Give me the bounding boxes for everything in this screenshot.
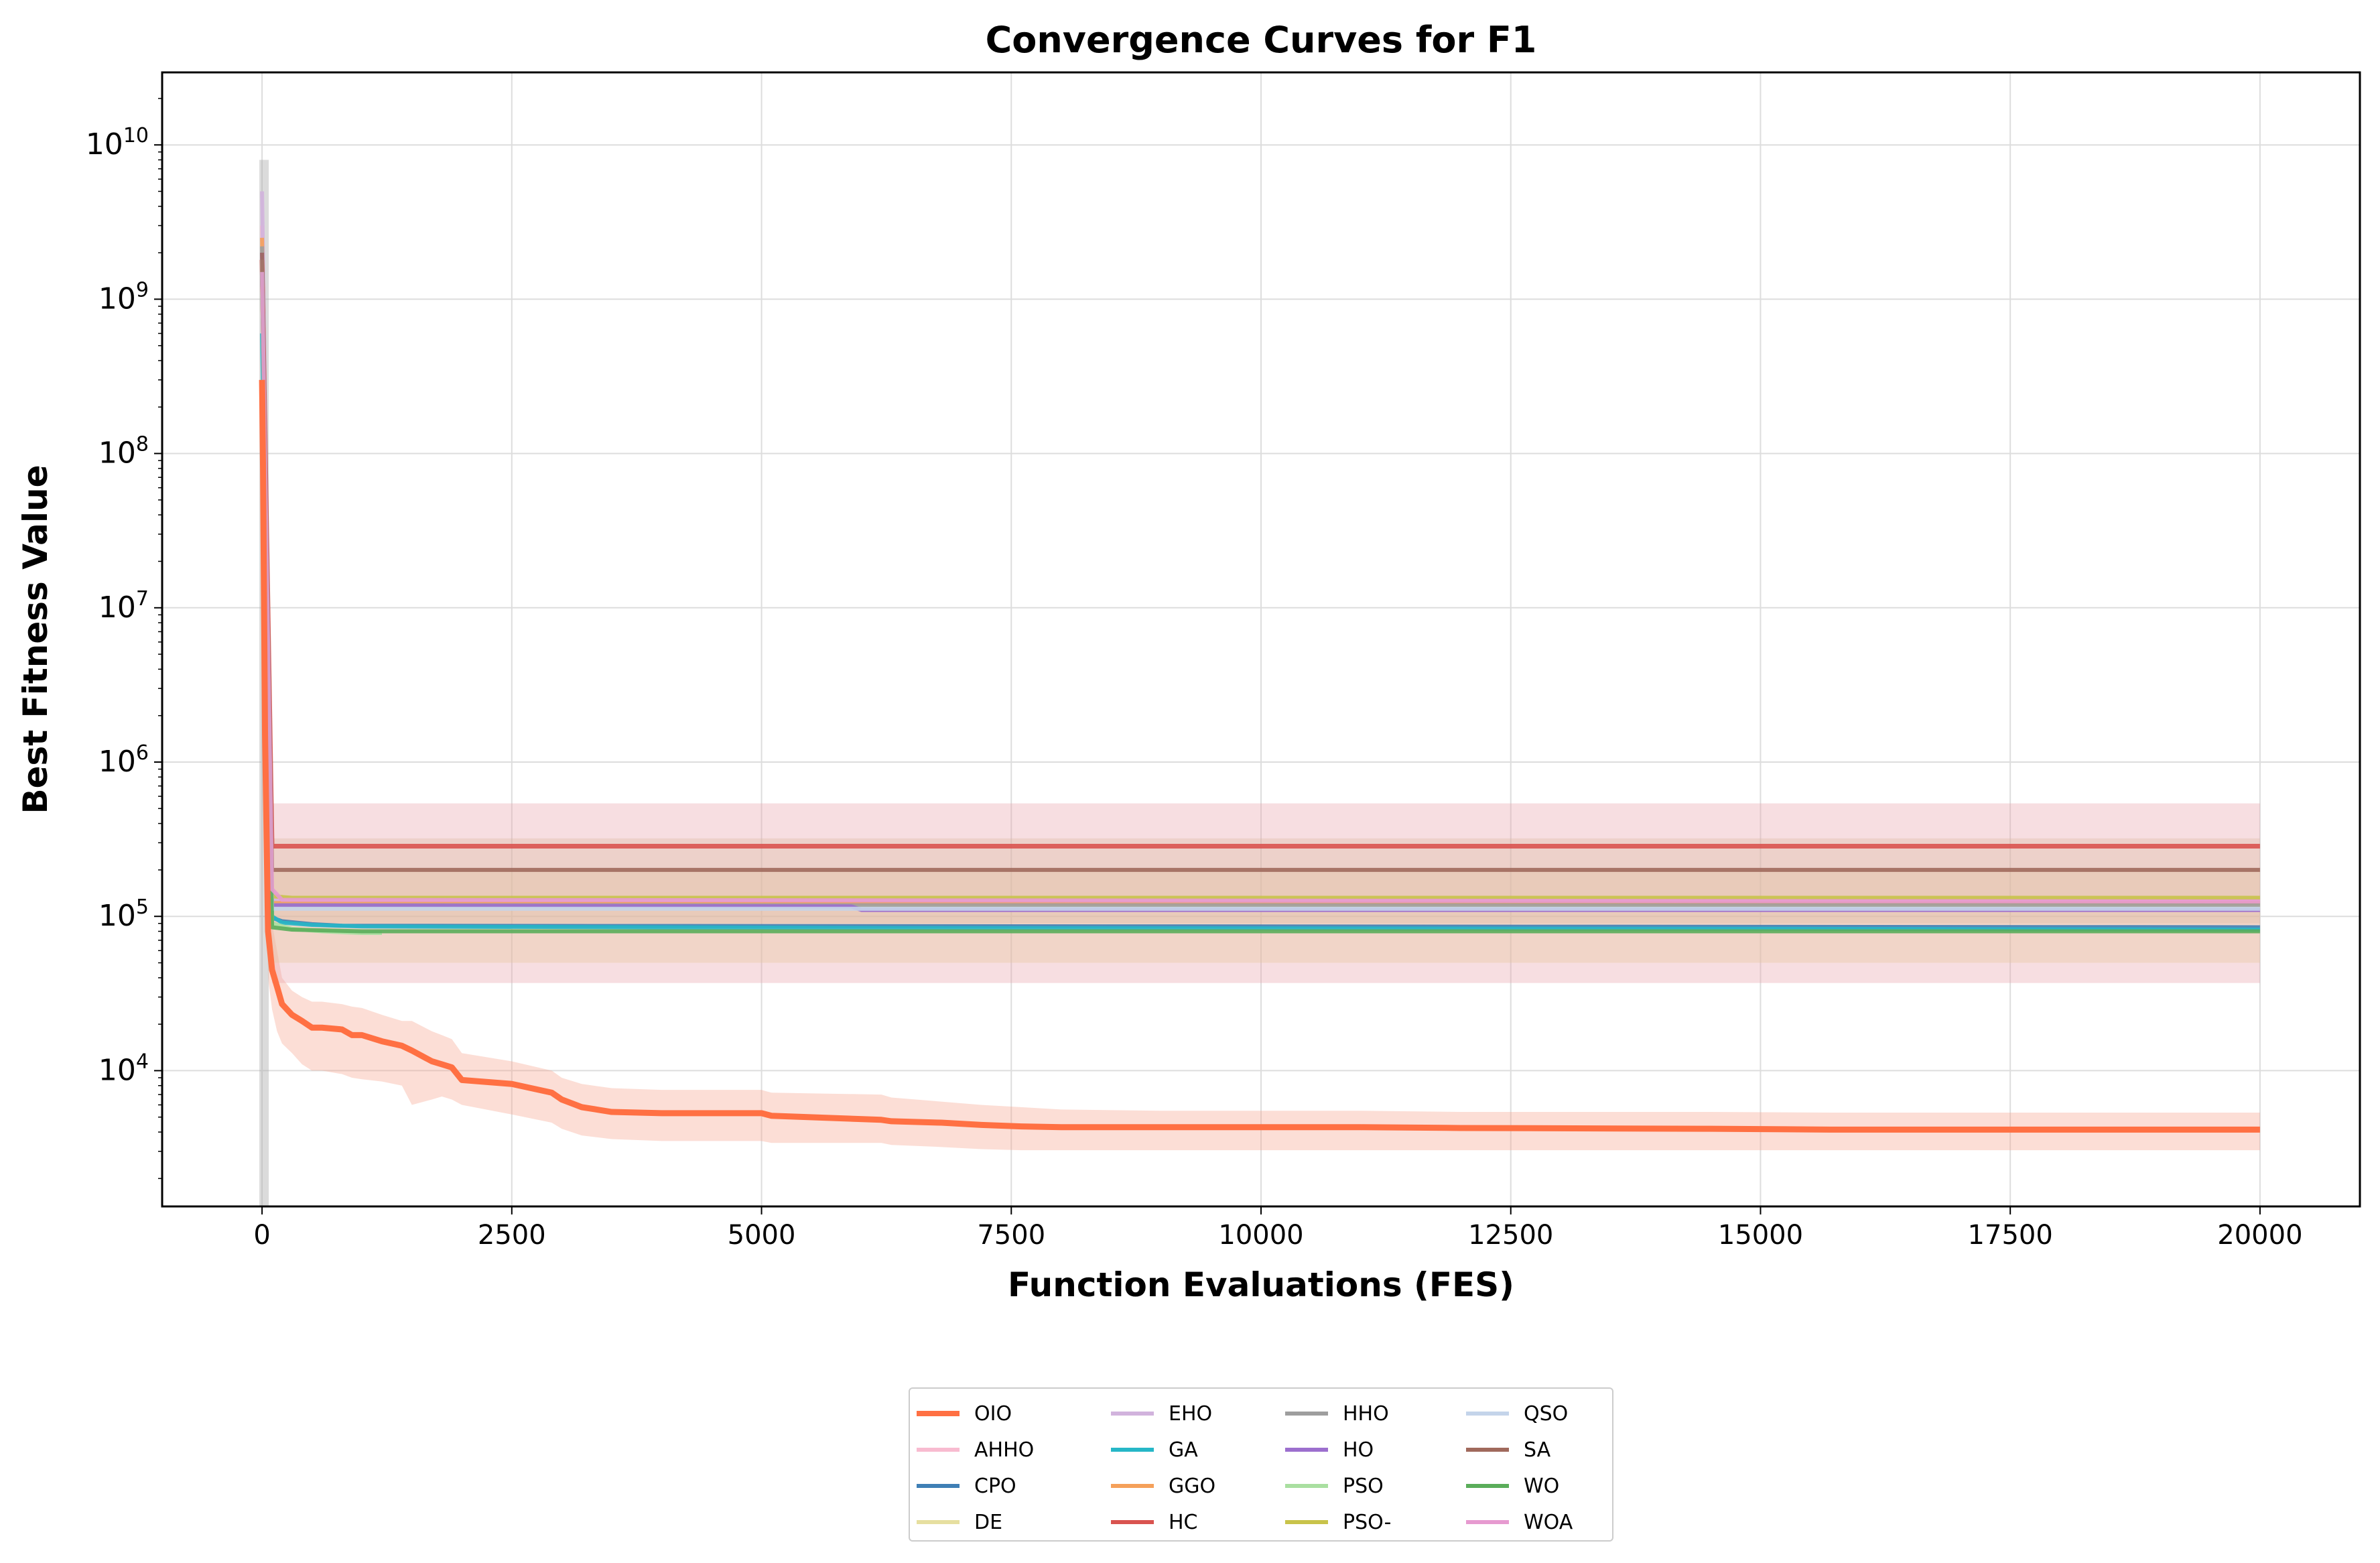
y-tick-label: 1010: [86, 124, 149, 162]
legend-item-hc: HC: [1111, 1504, 1285, 1540]
series-line-oio: [259, 379, 2260, 1133]
legend-item-ggo: GGO: [1111, 1468, 1285, 1504]
legend-label: EHO: [1169, 1401, 1213, 1426]
legend-swatch: [917, 1411, 960, 1416]
legend: OIO EHO HHO QSO AHHO GA HO SA CPO GGO PSO WO DE HC PSO…: [909, 1387, 1613, 1542]
legend-label: HHO: [1343, 1401, 1389, 1426]
legend-item-ho: HO: [1285, 1432, 1466, 1468]
confidence-band-sa: [262, 237, 2260, 924]
legend-swatch: [1466, 1484, 1509, 1488]
x-tick-label: 10000: [1218, 1220, 1303, 1251]
legend-swatch: [1466, 1448, 1509, 1452]
legend-item-woa: WOA: [1466, 1504, 1613, 1540]
y-tick-label: 107: [98, 587, 149, 625]
y-tick-label: 104: [98, 1050, 149, 1087]
legend-item-cpo: CPO: [917, 1468, 1111, 1504]
legend-label: QSO: [1524, 1401, 1569, 1426]
legend-item-ga: GA: [1111, 1432, 1285, 1468]
legend-item-pso: PSO: [1285, 1468, 1466, 1504]
legend-swatch: [1285, 1484, 1328, 1488]
legend-swatch: [1111, 1412, 1154, 1416]
y-tick-label: 106: [98, 741, 149, 779]
x-tick-label: 12500: [1468, 1220, 1553, 1251]
legend-label: GA: [1169, 1438, 1198, 1462]
legend-swatch: [1111, 1520, 1154, 1524]
y-tick-label: 105: [98, 895, 149, 933]
legend-item-de: DE: [917, 1504, 1111, 1540]
legend-label: PSO-: [1343, 1510, 1392, 1534]
x-tick-label: 7500: [977, 1220, 1045, 1251]
legend-swatch: [1285, 1412, 1328, 1416]
legend-swatch: [1111, 1484, 1154, 1488]
legend-item-sa: SA: [1466, 1432, 1613, 1468]
legend-label: HO: [1343, 1438, 1374, 1462]
x-tick-label: 17500: [1968, 1220, 2053, 1251]
series-line-woa: [260, 271, 2260, 903]
legend-item-wo: WO: [1466, 1468, 1613, 1504]
legend-item-qso: QSO: [1466, 1395, 1613, 1432]
legend-item-oio: OIO: [917, 1395, 1111, 1432]
legend-label: OIO: [974, 1401, 1012, 1426]
x-tick-label: 2500: [478, 1220, 546, 1251]
y-tick-label: 108: [98, 433, 149, 471]
y-axis-label: Best Fitness Value: [16, 464, 55, 814]
legend-label: DE: [974, 1510, 1003, 1534]
legend-swatch: [1466, 1412, 1509, 1416]
legend-item-eho: EHO: [1111, 1395, 1285, 1432]
legend-swatch: [1285, 1448, 1328, 1452]
legend-swatch: [917, 1520, 960, 1524]
x-tick-label: 20000: [2217, 1220, 2302, 1251]
legend-item-ahho: AHHO: [917, 1432, 1111, 1468]
legend-swatch: [917, 1484, 960, 1488]
legend-label: AHHO: [974, 1438, 1035, 1462]
x-axis-label: Function Evaluations (FES): [1008, 1265, 1514, 1304]
x-tick-label: 5000: [728, 1220, 796, 1251]
x-tick-label: 15000: [1718, 1220, 1803, 1251]
legend-item-pso: PSO-: [1285, 1504, 1466, 1540]
y-tick-label: 109: [98, 278, 149, 316]
legend-swatch: [1111, 1448, 1154, 1452]
legend-label: WOA: [1524, 1510, 1573, 1534]
legend-item-hho: HHO: [1285, 1395, 1466, 1432]
legend-label: GGO: [1169, 1474, 1216, 1498]
x-tick-label: 0: [253, 1220, 270, 1251]
legend-label: PSO: [1343, 1474, 1384, 1498]
legend-swatch: [917, 1448, 960, 1452]
legend-label: WO: [1524, 1474, 1560, 1498]
confidence-band-oio: [262, 369, 2260, 1151]
legend-label: SA: [1524, 1438, 1551, 1462]
confidence-band-pso: [262, 240, 2260, 963]
chart-title: Convergence Curves for F1: [986, 19, 1537, 61]
legend-swatch: [1285, 1520, 1328, 1524]
legend-swatch: [1466, 1520, 1509, 1524]
legend-label: HC: [1169, 1510, 1198, 1534]
legend-label: CPO: [974, 1474, 1016, 1498]
